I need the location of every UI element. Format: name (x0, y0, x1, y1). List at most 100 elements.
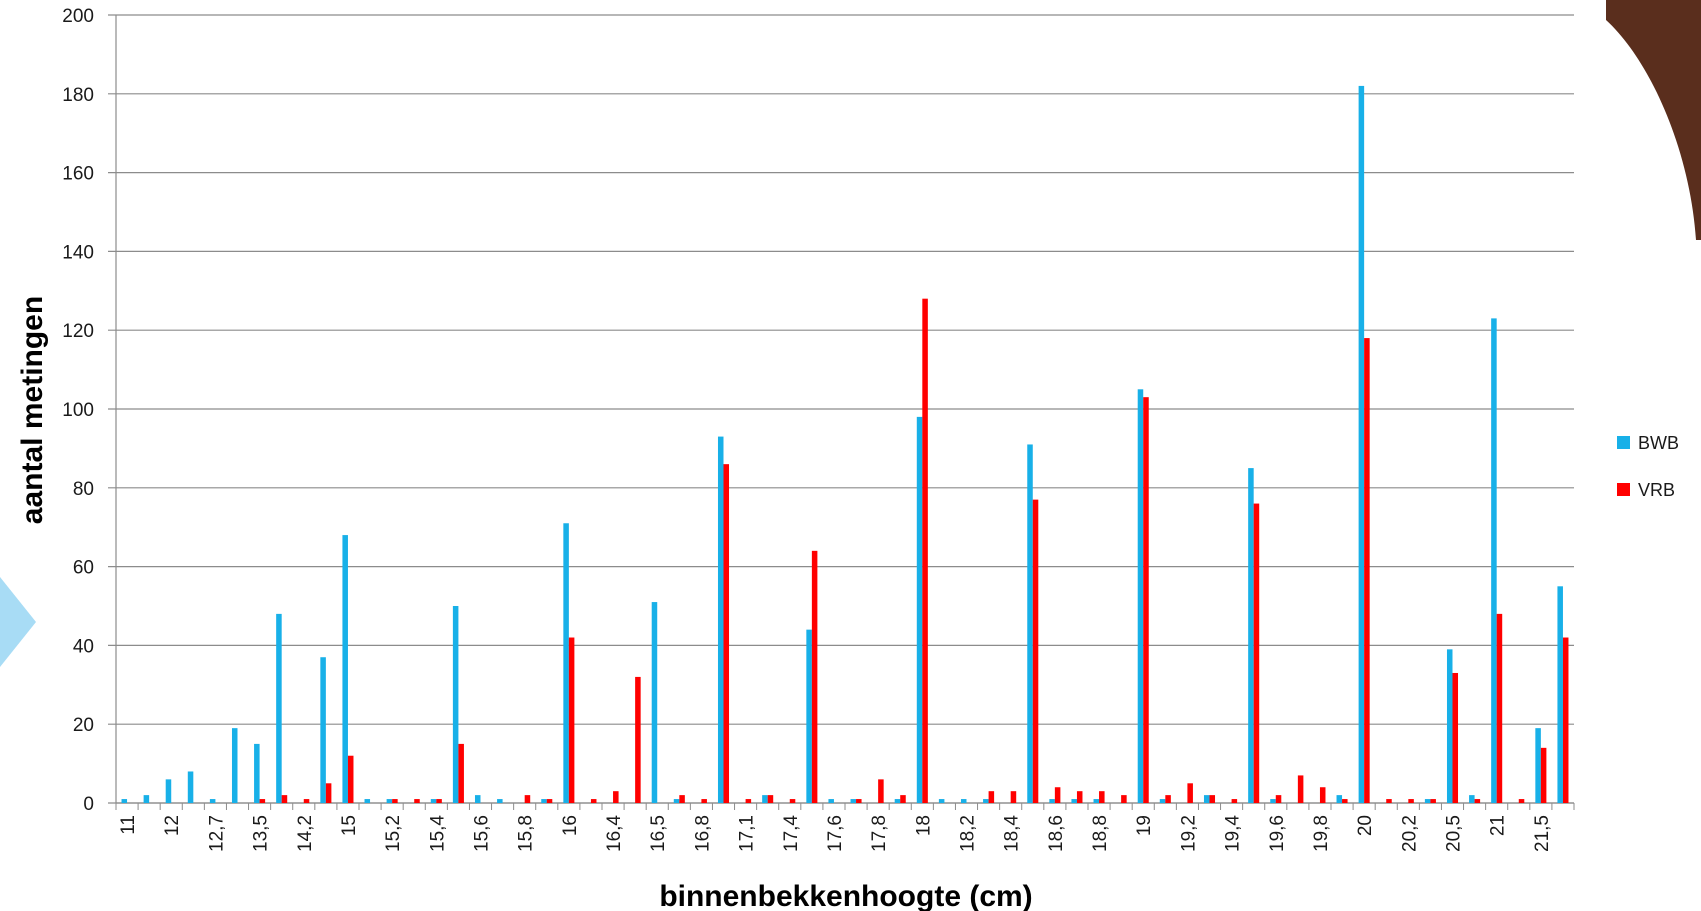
x-tick-label: 11 (118, 815, 139, 835)
x-tick-label: 15,6 (472, 815, 493, 852)
x-tick-label: 21 (1488, 815, 1509, 836)
bar-bwb (1491, 318, 1497, 803)
bar-vrb (1452, 672, 1459, 803)
bar-bwb (1248, 468, 1254, 803)
x-tick-label: 19 (1134, 815, 1155, 836)
bar-vrb (767, 795, 774, 803)
bar-vrb (613, 791, 619, 803)
bar-vrb (568, 637, 575, 803)
legend-label-vrb: VRB (1638, 480, 1675, 500)
bar-bwb (1137, 389, 1144, 803)
bar-bwb (231, 728, 238, 803)
bar-vrb (1408, 799, 1414, 803)
bar-bwb (983, 799, 989, 803)
bar-vrb (1121, 795, 1127, 803)
bar-vrb (1099, 791, 1105, 803)
y-tick-label: 160 (62, 164, 94, 185)
bar-bwb (894, 799, 901, 803)
bar-bwb (960, 799, 967, 803)
x-tick-label: 19,8 (1311, 815, 1332, 852)
y-tick-label: 100 (62, 400, 94, 421)
x-tick-label: 18,6 (1046, 815, 1067, 852)
bar-vrb (1275, 795, 1282, 803)
bar-bwb (1027, 444, 1033, 803)
x-tick-label: 12,7 (206, 815, 227, 852)
bar-bwb (1093, 799, 1100, 803)
bar-vrb (878, 779, 884, 803)
bar-bwb (364, 799, 371, 803)
x-tick-label: 15,8 (516, 815, 537, 852)
bar-vrb (1540, 747, 1547, 803)
x-tick-label: 18 (913, 815, 934, 836)
x-tick-label: 19,4 (1223, 815, 1244, 852)
bar-bwb (850, 799, 857, 803)
x-tick-label: 16,8 (692, 815, 713, 852)
x-tick-label: 16 (560, 815, 581, 836)
bar-bwb (762, 795, 768, 803)
legend-swatch-vrb (1617, 483, 1630, 496)
bar-vrb (900, 795, 906, 803)
bars (121, 85, 1569, 804)
bar-vrb (259, 799, 266, 803)
bar-bwb (121, 799, 128, 803)
bar-vrb (546, 799, 553, 803)
bar-vrb (1076, 791, 1083, 803)
bar-bwb (1203, 795, 1210, 803)
x-tick-label: 14,2 (295, 815, 316, 852)
x-tick-label: 20,2 (1399, 815, 1420, 852)
bar-vrb (524, 795, 531, 803)
bar-vrb (1253, 503, 1260, 803)
x-tick-label: 19,2 (1178, 815, 1199, 852)
bar-vrb (1054, 787, 1061, 803)
bar-bwb (386, 799, 393, 803)
bar-bwb (673, 799, 680, 803)
bar-vrb (392, 799, 398, 803)
bar-bwb (209, 799, 216, 803)
bar-bwb (1535, 728, 1541, 803)
bar-bwb (1446, 649, 1453, 803)
bar-bwb (1336, 795, 1343, 803)
bar-vrb (590, 799, 597, 803)
brown-decor-shape (1606, 0, 1701, 240)
bar-vrb (347, 755, 354, 803)
x-tick-label: 20 (1355, 815, 1376, 836)
x-tick-label: 15,2 (383, 815, 404, 852)
bar-vrb (1010, 791, 1017, 803)
bar-bwb (254, 743, 260, 803)
bar-vrb (811, 550, 818, 803)
bar-bwb (1159, 799, 1166, 803)
x-tick-label: 16,4 (604, 815, 625, 852)
legend-swatch-bwb (1617, 436, 1630, 449)
bar-bwb (497, 799, 503, 803)
bar-bwb (187, 771, 194, 803)
bar-vrb (1386, 799, 1392, 803)
bar-vrb (414, 799, 420, 803)
x-tick-label: 18,4 (1002, 815, 1023, 852)
bar-vrb (1319, 787, 1326, 803)
y-tick-label: 60 (73, 558, 94, 579)
bar-bwb (1469, 795, 1475, 803)
bar-vrb (1430, 799, 1436, 803)
x-tick-label: 13,5 (251, 815, 272, 852)
y-tick-label: 40 (73, 636, 94, 657)
bar-vrb (1187, 783, 1193, 803)
y-tick-label: 0 (83, 794, 94, 815)
x-axis: 11 12 12,7 13,5 14,2 15 15,2 15,4 15,6 15,8 16 16,4… (115, 802, 1575, 852)
bar-bwb (1071, 799, 1077, 803)
y-axis-title: aantal metingen (16, 296, 49, 524)
bar-vrb (1297, 775, 1304, 803)
bar-vrb (723, 464, 730, 803)
bar-bwb (452, 606, 459, 803)
bar-vrb (1209, 795, 1216, 803)
bar-vrb (325, 783, 332, 803)
bar-bwb (938, 799, 945, 803)
legend: BWB VRB (1617, 433, 1679, 500)
y-axis: 0 20 40 60 80 100 120 140 160 180 200 (62, 6, 117, 815)
x-tick-label: 17,1 (737, 815, 758, 852)
bar-bwb (717, 436, 724, 803)
bar-bwb (1557, 586, 1563, 803)
bar-bwb (916, 416, 923, 803)
y-tick-label: 200 (62, 6, 94, 27)
bar-bwb (276, 613, 282, 803)
